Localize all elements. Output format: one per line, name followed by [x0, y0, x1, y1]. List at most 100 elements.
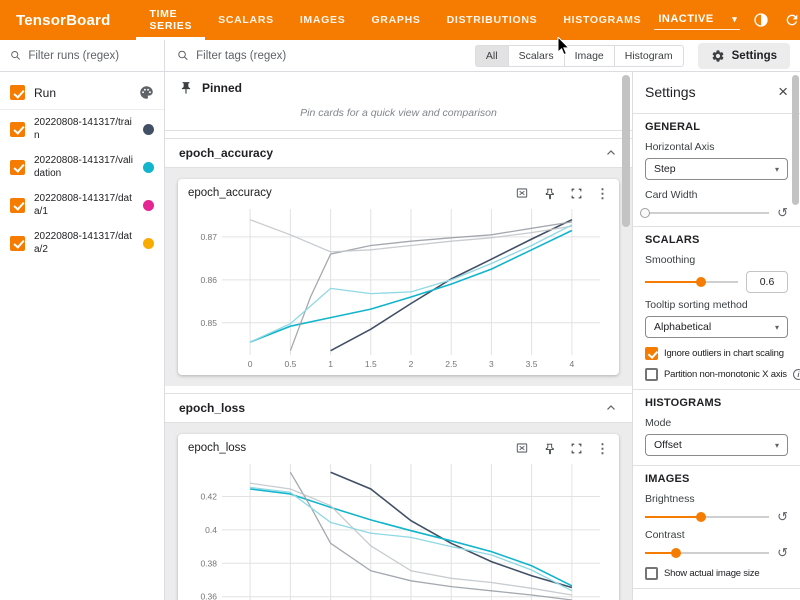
run-color-dot — [143, 124, 154, 135]
card-title: epoch_accuracy — [188, 187, 515, 199]
run-row-data-1[interactable]: 20220808-141317/data/1 — [0, 186, 164, 224]
more-options-icon[interactable]: ⋮ — [596, 187, 609, 200]
fullscreen-icon[interactable] — [569, 441, 583, 455]
data-status-dropdown[interactable]: INACTIVE ▾ — [654, 10, 740, 30]
run-name: 20220808-141317/validation — [34, 154, 134, 180]
run-color-dot — [143, 162, 154, 173]
svg-text:0.85: 0.85 — [200, 318, 217, 328]
brightness-slider[interactable] — [645, 511, 769, 523]
section-header-epoch-loss[interactable]: epoch_loss — [165, 393, 632, 423]
tensorboard-app: TensorBoard TIME SERIES SCALARS IMAGES G… — [0, 0, 800, 600]
brightness-label: Brightness — [645, 493, 788, 505]
ignore-outliers-row[interactable]: Ignore outliers in chart scaling — [645, 347, 788, 360]
tooltip-sorting-label: Tooltip sorting method — [645, 299, 788, 311]
image-frame-icon[interactable] — [515, 441, 529, 455]
show-actual-size-row[interactable]: Show actual image size — [645, 567, 788, 580]
theme-contrast-icon[interactable] — [751, 10, 771, 30]
partition-x-axis-checkbox[interactable] — [645, 368, 658, 381]
settings-panel: Settings × GENERAL Horizontal Axis Step … — [632, 72, 800, 600]
histogram-mode-select[interactable]: Offset ▾ — [645, 434, 788, 456]
general-heading: GENERAL — [645, 121, 788, 133]
reset-icon[interactable]: ↺ — [777, 510, 788, 523]
filter-runs-input[interactable] — [28, 50, 154, 62]
svg-text:2.5: 2.5 — [445, 359, 457, 369]
reset-icon[interactable]: ↺ — [777, 206, 788, 219]
app-header: TensorBoard TIME SERIES SCALARS IMAGES G… — [0, 0, 800, 40]
panel-scrollbar-thumb[interactable] — [792, 75, 799, 205]
settings-button-label: Settings — [732, 50, 777, 62]
divider — [633, 465, 800, 466]
tooltip-sorting-select[interactable]: Alphabetical ▾ — [645, 316, 788, 338]
run-checkbox[interactable] — [10, 236, 25, 251]
fullscreen-icon[interactable] — [569, 186, 583, 200]
more-options-icon[interactable]: ⋮ — [596, 442, 609, 455]
svg-text:0.36: 0.36 — [200, 592, 217, 600]
run-checkbox[interactable] — [10, 122, 25, 137]
select-all-runs-checkbox[interactable] — [10, 85, 25, 100]
run-checkbox[interactable] — [10, 198, 25, 213]
svg-text:0.38: 0.38 — [200, 558, 217, 568]
ignore-outliers-checkbox[interactable] — [645, 347, 658, 360]
reset-icon[interactable]: ↺ — [777, 546, 788, 559]
smoothing-slider[interactable] — [645, 276, 738, 288]
pinned-empty-message: Pin cards for a quick view and compariso… — [165, 102, 632, 131]
tab-histograms[interactable]: HISTOGRAMS — [550, 0, 654, 40]
filter-tags-input[interactable] — [196, 50, 463, 62]
epoch-loss-chart[interactable]: 00.511.522.533.540.360.380.40.42 — [188, 458, 608, 600]
svg-text:3.5: 3.5 — [526, 359, 538, 369]
refresh-icon[interactable] — [782, 10, 800, 30]
divider — [633, 226, 800, 227]
tab-distributions[interactable]: DISTRIBUTIONS — [434, 0, 551, 40]
partition-x-axis-label: Partition non-monotonic X axis — [664, 369, 787, 380]
image-frame-icon[interactable] — [515, 186, 529, 200]
svg-text:2: 2 — [409, 359, 414, 369]
filter-scalars-button[interactable]: Scalars — [509, 45, 565, 67]
tab-scalars[interactable]: SCALARS — [205, 0, 287, 40]
run-name: 20220808-141317/data/1 — [34, 192, 134, 218]
status-value: INACTIVE — [658, 13, 713, 25]
settings-panel-title: Settings — [645, 84, 696, 100]
tab-graphs[interactable]: GRAPHS — [358, 0, 433, 40]
ignore-outliers-label: Ignore outliers in chart scaling — [664, 348, 784, 359]
svg-text:1: 1 — [328, 359, 333, 369]
svg-text:4: 4 — [570, 359, 575, 369]
pin-card-icon[interactable] — [542, 441, 556, 455]
divider — [633, 113, 800, 114]
horizontal-axis-select[interactable]: Step ▾ — [645, 158, 788, 180]
smoothing-value-input[interactable] — [746, 271, 788, 293]
settings-button[interactable]: Settings — [698, 43, 790, 69]
filter-all-button[interactable]: All — [475, 45, 509, 67]
section-title: epoch_accuracy — [179, 146, 273, 160]
card-zone: epoch_accuracy ⋮ 00.511.522.533.540.850.… — [165, 168, 632, 386]
close-icon[interactable]: × — [778, 83, 788, 100]
pin-icon — [179, 81, 193, 95]
run-color-dot — [143, 200, 154, 211]
tab-images[interactable]: IMAGES — [287, 0, 359, 40]
section-header-epoch-accuracy[interactable]: epoch_accuracy — [165, 138, 632, 168]
brightness-row: ↺ — [645, 510, 788, 523]
show-actual-size-checkbox[interactable] — [645, 567, 658, 580]
filter-image-button[interactable]: Image — [565, 45, 615, 67]
contrast-slider[interactable] — [645, 547, 769, 559]
header-actions: INACTIVE ▾ ? — [654, 0, 800, 40]
partition-x-axis-row[interactable]: Partition non-monotonic X axis i — [645, 368, 788, 381]
cards-area: Pinned Pin cards for a quick view and co… — [165, 72, 632, 600]
card-actions: ⋮ — [515, 186, 609, 200]
runs-header-label: Run — [34, 86, 56, 100]
epoch-accuracy-chart[interactable]: 00.511.522.533.540.850.860.87 — [188, 203, 608, 371]
run-row-train[interactable]: 20220808-141317/train — [0, 110, 164, 148]
run-row-validation[interactable]: 20220808-141317/validation — [0, 148, 164, 186]
svg-text:0.5: 0.5 — [284, 359, 296, 369]
card-width-slider[interactable] — [645, 207, 769, 219]
gear-icon — [711, 49, 725, 63]
tab-time-series[interactable]: TIME SERIES — [136, 0, 205, 40]
run-checkbox[interactable] — [10, 160, 25, 175]
palette-icon[interactable] — [139, 85, 154, 100]
info-icon[interactable]: i — [793, 369, 800, 380]
run-row-data-2[interactable]: 20220808-141317/data/2 — [0, 224, 164, 262]
filter-histogram-button[interactable]: Histogram — [615, 45, 684, 67]
pinned-label: Pinned — [202, 81, 242, 95]
pin-card-icon[interactable] — [542, 186, 556, 200]
histogram-mode-label: Mode — [645, 417, 788, 429]
main-scrollbar-thumb[interactable] — [622, 75, 630, 227]
